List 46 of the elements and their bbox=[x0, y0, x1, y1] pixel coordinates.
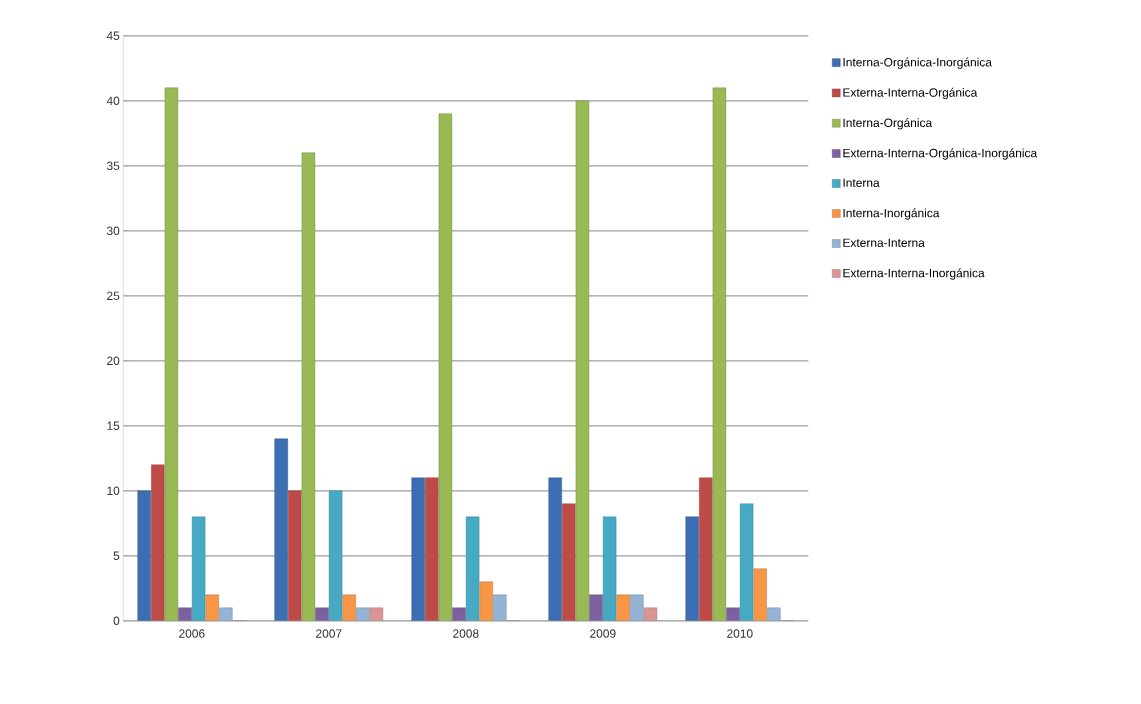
bar bbox=[493, 594, 507, 621]
bar bbox=[726, 607, 740, 621]
y-tick-label: 30 bbox=[106, 226, 120, 236]
legend-label: Externa-Interna-Orgánica-Inorgánica bbox=[843, 148, 1038, 160]
legend-label: Interna-Inorgánica bbox=[843, 208, 940, 220]
y-tick-label: 15 bbox=[107, 421, 120, 430]
bar bbox=[616, 594, 630, 621]
legend-label: Externa-Interna-Orgánica bbox=[843, 87, 978, 100]
bar bbox=[205, 594, 219, 621]
bar bbox=[562, 503, 576, 621]
bar bbox=[342, 594, 356, 621]
bar bbox=[219, 607, 233, 621]
y-tick-label: 5 bbox=[113, 551, 120, 560]
bar bbox=[548, 477, 562, 621]
legend-label: Interna bbox=[843, 178, 880, 187]
x-tick-label: 2007 bbox=[316, 629, 342, 638]
legend-label: Interna-Orgánica bbox=[843, 118, 933, 130]
x-tick-label: 2006 bbox=[179, 629, 205, 638]
bar bbox=[685, 516, 699, 621]
x-tick-label: 2010 bbox=[727, 629, 753, 638]
legend-label: Externa-Interna bbox=[843, 238, 925, 247]
bar bbox=[356, 607, 370, 621]
legend-label: Externa-Interna-Inorgánica bbox=[843, 268, 985, 280]
bar bbox=[479, 581, 493, 621]
bar bbox=[411, 477, 425, 621]
bar bbox=[425, 477, 439, 621]
y-tick-label: 35 bbox=[106, 161, 120, 171]
y-tick-label: 20 bbox=[107, 356, 120, 366]
bar bbox=[288, 490, 302, 621]
x-tick-label: 2008 bbox=[453, 629, 479, 638]
y-tick-label: 25 bbox=[107, 291, 120, 301]
bar bbox=[589, 594, 603, 621]
y-tick-label: 40 bbox=[106, 96, 120, 106]
y-tick-label: 0 bbox=[113, 616, 120, 626]
x-tick-label: 2009 bbox=[590, 629, 616, 638]
bar bbox=[699, 477, 713, 621]
legend-label: Interna-Orgánica-Inorgánica bbox=[843, 57, 992, 69]
y-tick-label: 10 bbox=[107, 486, 120, 496]
bar bbox=[767, 607, 781, 621]
bar bbox=[630, 594, 644, 621]
bar bbox=[452, 607, 466, 621]
bar bbox=[137, 490, 151, 621]
y-tick-label: 45 bbox=[106, 31, 120, 40]
bar bbox=[274, 438, 288, 621]
bar bbox=[753, 568, 767, 621]
bar bbox=[315, 607, 329, 621]
